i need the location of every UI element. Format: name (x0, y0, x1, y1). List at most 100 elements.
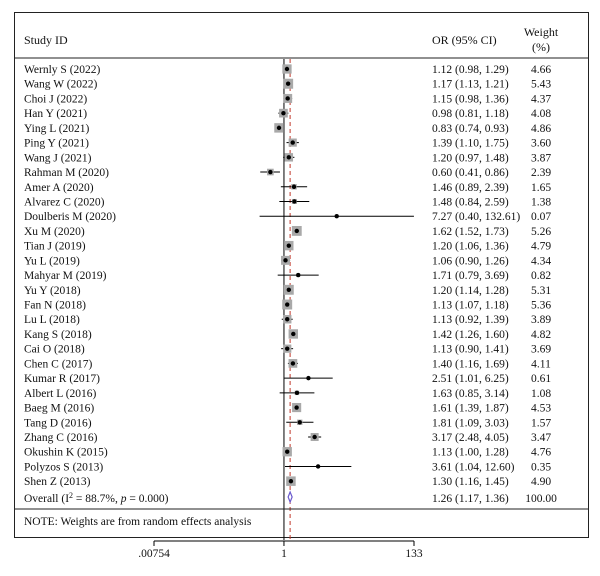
study-row: Ping Y (2021) 1.39 (1.10, 1.75) 3.60 (24, 138, 551, 150)
study-row: Zhang C (2016) 3.17 (2.48, 4.05) 3.47 (24, 432, 551, 444)
study-label: Ping Y (2021) (24, 138, 89, 150)
point-estimate (286, 287, 292, 292)
study-or-ci: 1.20 (0.97, 1.48) (432, 152, 509, 164)
study-label: Yu Y (2018) (24, 285, 81, 297)
study-label: Wernly S (2022) (24, 64, 101, 76)
x-tick-label: 133 (405, 548, 423, 560)
point-estimate (285, 449, 290, 454)
study-or-ci: 1.30 (1.16, 1.45) (432, 476, 509, 488)
header-study-id: Study ID (24, 33, 68, 47)
study-weight: 2.39 (531, 167, 551, 179)
study-weight: 0.61 (531, 373, 551, 385)
study-or-ci: 2.51 (1.01, 6.25) (432, 373, 509, 385)
study-or-ci: 0.83 (0.74, 0.93) (432, 123, 509, 135)
study-weight: 3.47 (531, 432, 551, 444)
point-estimate (294, 228, 299, 234)
point-estimate (288, 478, 294, 484)
study-row: Chen C (2017) 1.40 (1.16, 1.69) 4.11 (24, 358, 551, 370)
point-estimate (334, 214, 339, 219)
point-estimate (281, 110, 286, 116)
header-weight-unit: (%) (532, 40, 550, 54)
study-row: Xu M (2020) 1.62 (1.52, 1.73) 5.26 (24, 226, 551, 238)
study-label: Mahyar M (2019) (24, 270, 107, 282)
study-weight: 5.43 (531, 79, 551, 91)
point-estimate (285, 302, 290, 307)
study-label: Kang S (2018) (24, 329, 92, 341)
study-label: Albert L (2016) (24, 388, 97, 400)
study-label: Tang D (2016) (24, 417, 92, 429)
study-label: Yu L (2019) (24, 255, 80, 267)
study-label: Xu M (2020) (24, 226, 85, 238)
study-weight: 1.57 (531, 417, 551, 429)
point-estimate (294, 390, 300, 396)
study-row: Choi J (2022) 1.15 (0.98, 1.36) 4.37 (24, 93, 551, 105)
study-row: Okushin K (2015) 1.13 (1.00, 1.28) 4.76 (24, 447, 551, 459)
study-row: Tang D (2016) 1.81 (1.09, 3.03) 1.57 (24, 417, 551, 429)
overall-or-ci: 1.26 (1.17, 1.36) (432, 493, 509, 505)
x-tick-label: .00754 (138, 548, 170, 560)
study-row: Ying L (2021) 0.83 (0.74, 0.93) 4.86 (24, 123, 551, 135)
study-weight: 4.90 (531, 476, 551, 488)
study-row: Wernly S (2022) 1.12 (0.98, 1.29) 4.66 (24, 64, 551, 76)
study-weight: 4.86 (531, 123, 551, 135)
chart-frame (14, 12, 589, 538)
study-row: Han Y (2021) 0.98 (0.81, 1.18) 4.08 (24, 108, 551, 120)
study-label: Choi J (2022) (24, 93, 87, 105)
study-label: Amer A (2020) (24, 182, 94, 194)
study-or-ci: 1.71 (0.79, 3.69) (432, 270, 509, 282)
study-weight: 3.87 (531, 152, 551, 164)
study-row: Polyzos S (2013) 3.61 (1.04, 12.60) 0.35 (24, 461, 551, 473)
overall-weight: 100.00 (525, 493, 557, 505)
study-or-ci: 1.62 (1.52, 1.73) (432, 226, 509, 238)
x-axis: .00754 1 133 (138, 540, 423, 560)
study-weight: 5.36 (531, 300, 551, 312)
point-estimate (285, 346, 290, 351)
study-weight: 1.65 (531, 182, 551, 194)
point-estimate (285, 317, 290, 322)
study-weight: 4.34 (531, 255, 551, 267)
point-estimate (286, 243, 292, 248)
study-row: Lu L (2018) 1.13 (0.92, 1.39) 3.89 (24, 314, 551, 326)
study-label: Ying L (2021) (24, 123, 90, 135)
study-or-ci: 1.81 (1.09, 3.03) (432, 417, 509, 429)
study-or-ci: 1.20 (1.06, 1.36) (432, 241, 509, 253)
overall-label: Overall (I2 = 88.7%, p = 0.000) (24, 491, 169, 506)
study-row: Tian J (2019) 1.20 (1.06, 1.36) 4.79 (24, 241, 551, 253)
study-or-ci: 7.27 (0.40, 132.61) (432, 211, 520, 223)
study-row: Kumar R (2017) 2.51 (1.01, 6.25) 0.61 (24, 373, 551, 385)
study-weight: 0.07 (531, 211, 551, 223)
study-weight: 3.60 (531, 138, 551, 150)
study-weight: 1.38 (531, 196, 551, 208)
point-estimate (285, 81, 291, 86)
study-label: Polyzos S (2013) (24, 461, 103, 473)
study-row: Kang S (2018) 1.42 (1.26, 1.60) 4.82 (24, 329, 551, 341)
point-estimate (312, 434, 317, 440)
overall-diamond (287, 490, 293, 504)
point-estimate (306, 375, 311, 381)
study-or-ci: 1.63 (0.85, 3.14) (432, 388, 509, 400)
study-or-ci: 0.98 (0.81, 1.18) (432, 108, 509, 120)
study-row: Albert L (2016) 1.63 (0.85, 3.14) 1.08 (24, 388, 551, 400)
study-row: Yu L (2019) 1.06 (0.90, 1.26) 4.34 (24, 255, 551, 267)
study-or-ci: 1.13 (1.00, 1.28) (432, 447, 509, 459)
study-row: Wang J (2021) 1.20 (0.97, 1.48) 3.87 (24, 152, 551, 164)
point-estimate (296, 272, 301, 278)
study-or-ci: 1.15 (0.98, 1.36) (432, 93, 509, 105)
study-label: Cai O (2018) (24, 344, 85, 356)
study-weight: 0.35 (531, 461, 551, 473)
study-weight: 5.31 (531, 285, 551, 297)
header-weight: Weight (524, 25, 559, 39)
study-label: Rahman M (2020) (24, 167, 109, 179)
point-estimate (290, 140, 295, 145)
study-row: Wang W (2022) 1.17 (1.13, 1.21) 5.43 (24, 78, 551, 91)
study-weight: 4.37 (531, 93, 551, 105)
study-weight: 0.82 (531, 270, 551, 282)
study-weight: 4.11 (531, 358, 551, 370)
study-row: Baeg M (2016) 1.61 (1.39, 1.87) 4.53 (24, 403, 551, 415)
study-or-ci: 1.61 (1.39, 1.87) (432, 403, 509, 415)
study-row: Cai O (2018) 1.13 (0.90, 1.41) 3.69 (24, 344, 551, 356)
study-label: Chen C (2017) (24, 358, 93, 370)
study-weight: 4.53 (531, 403, 551, 415)
study-or-ci: 1.13 (1.07, 1.18) (432, 300, 509, 312)
study-or-ci: 1.39 (1.10, 1.75) (432, 138, 509, 150)
